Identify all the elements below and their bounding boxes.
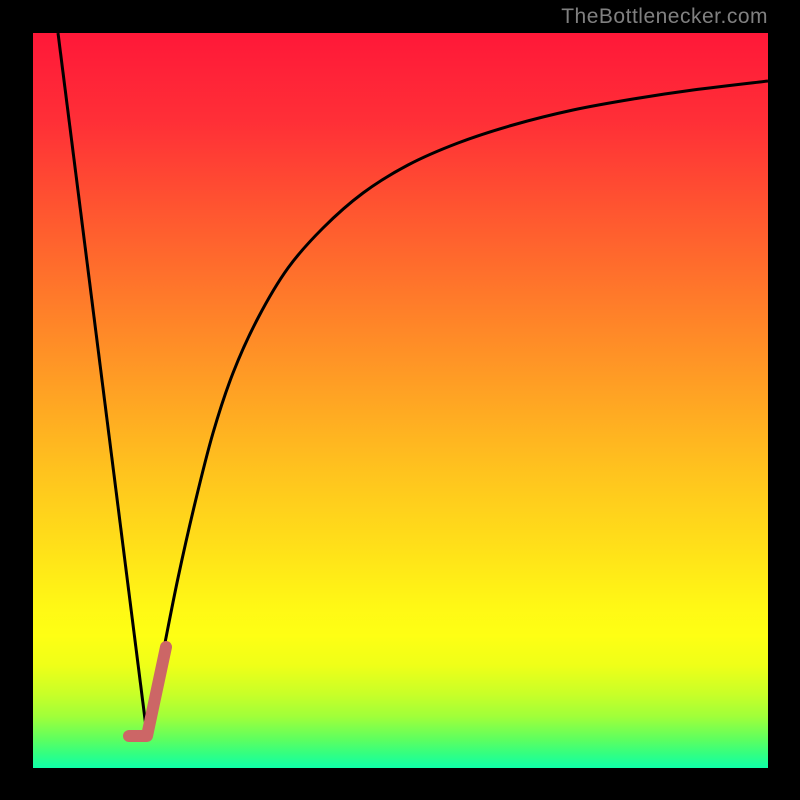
curve-left-branch	[58, 33, 147, 735]
bottleneck-curve	[33, 33, 768, 768]
watermark-text: TheBottlenecker.com	[561, 5, 768, 29]
plot-area	[33, 33, 768, 768]
optimal-point-marker	[129, 647, 166, 736]
curve-right-branch	[147, 81, 768, 735]
chart-container: TheBottlenecker.com	[0, 0, 800, 800]
